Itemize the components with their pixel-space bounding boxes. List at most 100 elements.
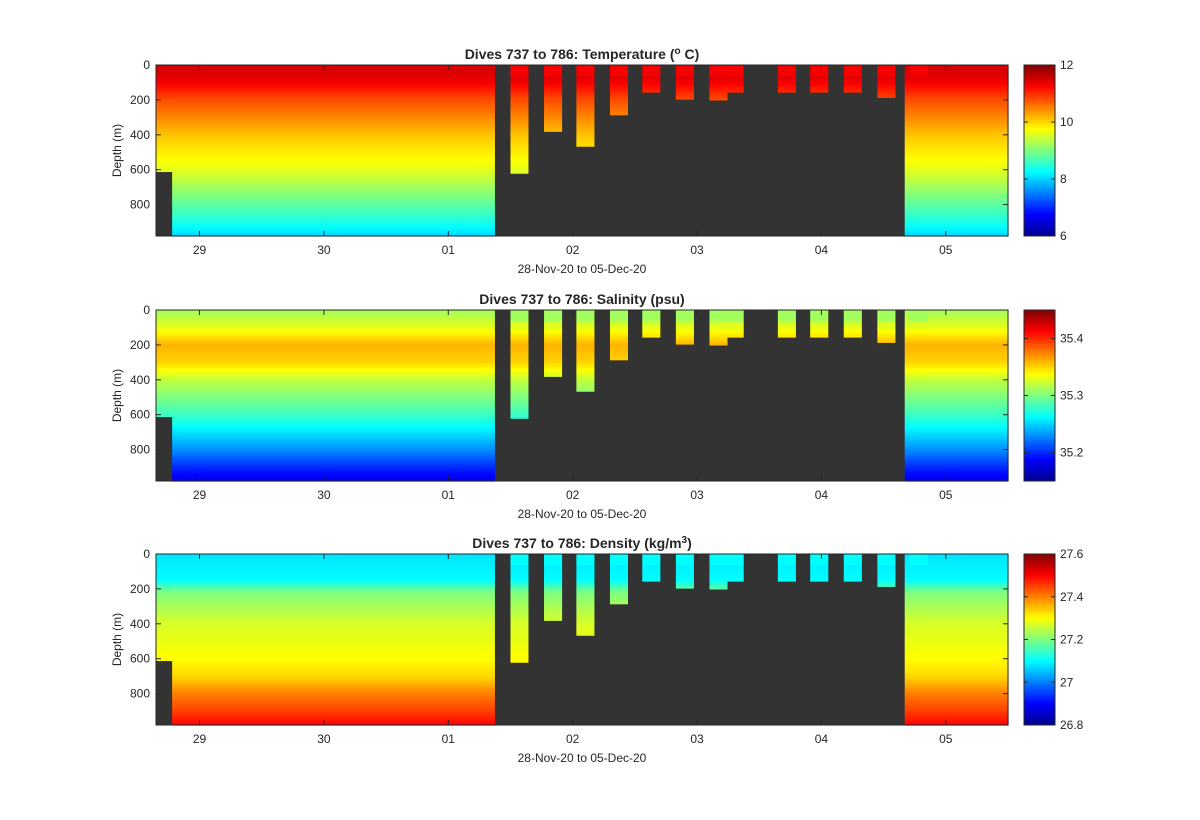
- heatmap-cell: [904, 435, 1009, 438]
- heatmap-cell: [642, 67, 661, 70]
- heatmap-cell: [810, 566, 829, 569]
- heatmap-cell: [156, 76, 173, 79]
- heatmap-cell: [904, 570, 1009, 573]
- heatmap-cell: [172, 579, 495, 582]
- heatmap-cell: [510, 372, 529, 375]
- heatmap-cell: [904, 694, 1009, 697]
- heatmap-cell: [810, 567, 829, 570]
- heatmap-cell: [904, 105, 1009, 108]
- heatmap-cell: [510, 94, 529, 97]
- heatmap-cell: [642, 87, 661, 90]
- heatmap-cell: [576, 382, 595, 385]
- heatmap-cell: [510, 169, 529, 172]
- heatmap-cell: [909, 322, 928, 325]
- heatmap-cell: [172, 354, 495, 357]
- heatmap-cell: [172, 657, 495, 660]
- heatmap-cell: [726, 90, 744, 93]
- heatmap-cell: [544, 108, 563, 111]
- heatmap-cell: [510, 339, 529, 342]
- heatmap-cell: [709, 584, 728, 587]
- heatmap-cell: [156, 410, 173, 413]
- heatmap-cell: [172, 201, 495, 204]
- heatmap-cell: [904, 158, 1009, 161]
- heatmap-cell: [909, 349, 928, 352]
- axes-frame: [155, 309, 1009, 482]
- heatmap-cell: [642, 91, 661, 93]
- heatmap-cell: [609, 67, 628, 70]
- heatmap-cell: [810, 319, 829, 322]
- heatmap-cell: [544, 106, 563, 109]
- heatmap-cell: [810, 323, 829, 326]
- heatmap-cell: [904, 123, 1009, 126]
- heatmap-cell: [576, 88, 595, 91]
- heatmap-cell: [172, 584, 495, 587]
- heatmap-cell: [156, 102, 173, 105]
- heatmap-cell: [510, 388, 529, 391]
- heatmap-cell: [172, 389, 495, 392]
- heatmap-cell: [172, 168, 495, 171]
- heatmap-cell: [877, 563, 896, 566]
- heatmap-cell: [156, 660, 173, 662]
- heatmap-cell: [843, 316, 862, 319]
- heatmap-cell: [510, 152, 529, 155]
- heatmap-cell: [172, 410, 495, 413]
- heatmap-cell: [172, 164, 495, 167]
- heatmap-cell: [576, 347, 595, 350]
- heatmap-cell: [726, 78, 744, 81]
- heatmap-cell: [576, 92, 595, 95]
- heatmap-cell: [909, 98, 928, 101]
- heatmap-cell: [576, 583, 595, 586]
- heatmap-cell: [544, 593, 563, 596]
- heatmap-cell: [510, 392, 529, 395]
- heatmap-cell: [576, 590, 595, 593]
- heatmap-cell: [726, 310, 744, 312]
- heatmap-cell: [675, 95, 694, 98]
- heatmap-cell: [609, 105, 628, 108]
- heatmap-cell: [172, 608, 495, 611]
- heatmap-cell: [172, 563, 495, 566]
- heatmap-cell: [172, 626, 495, 629]
- heatmap-cell: [904, 321, 1009, 324]
- heatmap-cell: [609, 337, 628, 340]
- heatmap-cell: [172, 120, 495, 123]
- heatmap-cell: [156, 607, 173, 610]
- heatmap-cell: [675, 65, 694, 67]
- heatmap-cell: [777, 87, 796, 90]
- heatmap-cell: [510, 630, 529, 633]
- heatmap-cell: [156, 357, 173, 360]
- heatmap-cell: [156, 314, 173, 317]
- heatmap-cell: [904, 608, 1009, 611]
- heatmap-cell: [904, 205, 1009, 208]
- heatmap-cell: [156, 137, 173, 140]
- heatmap-cell: [609, 311, 628, 314]
- heatmap-cell: [609, 555, 628, 558]
- heatmap-cell: [843, 69, 862, 72]
- heatmap-cell: [156, 616, 173, 619]
- heatmap-cell: [777, 74, 796, 77]
- heatmap-cell: [510, 95, 529, 98]
- panel-2: Dives 737 to 786: Salinity (psu)02004006…: [110, 291, 1084, 521]
- heatmap-cell: [172, 715, 495, 718]
- heatmap-cell: [172, 722, 495, 725]
- heatmap-cell: [877, 87, 896, 90]
- heatmap-cell: [904, 416, 1009, 419]
- heatmap-cell: [576, 90, 595, 93]
- heatmap-cell: [709, 343, 728, 346]
- y-tick-label: 200: [130, 338, 150, 352]
- heatmap-cell: [675, 94, 694, 97]
- heatmap-cell: [726, 562, 744, 565]
- heatmap-cell: [609, 565, 628, 568]
- heatmap-cell: [777, 567, 796, 570]
- heatmap-cell: [510, 607, 529, 610]
- heatmap-cell: [172, 233, 495, 236]
- heatmap-cell: [904, 108, 1009, 111]
- heatmap-cell: [172, 580, 495, 583]
- heatmap-cell: [156, 329, 173, 332]
- heatmap-cell: [510, 172, 529, 174]
- heatmap-cell: [510, 555, 529, 558]
- heatmap-cell: [576, 580, 595, 583]
- heatmap-cell: [642, 566, 661, 569]
- heatmap-cell: [909, 604, 928, 607]
- heatmap-cell: [172, 662, 495, 665]
- heatmap-cell: [156, 370, 173, 373]
